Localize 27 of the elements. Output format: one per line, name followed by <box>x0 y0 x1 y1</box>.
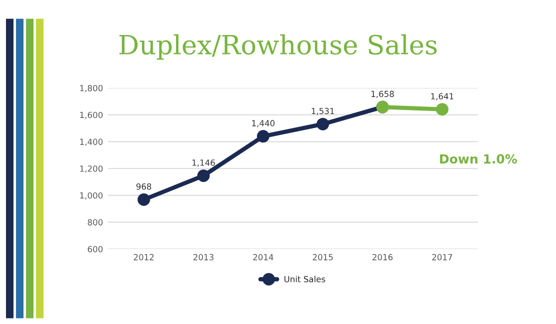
y-tick-label: 1,400 <box>80 138 103 146</box>
y-tick-label: 1,200 <box>80 165 103 173</box>
data-label: 1,146 <box>192 159 215 167</box>
data-label: 1,658 <box>372 90 394 98</box>
data-label: 1,531 <box>312 108 334 115</box>
point <box>197 169 210 182</box>
data-label: 1,440 <box>252 120 275 128</box>
x-tick-label: 2015 <box>312 254 333 260</box>
x-tick-label: 2014 <box>253 254 274 260</box>
y-tick-label: 1,600 <box>80 112 103 119</box>
data-label: 968 <box>136 183 152 190</box>
y-tick-label: 600 <box>88 246 103 252</box>
y-tick-label: 800 <box>88 219 103 226</box>
annotation: Down 1.0% <box>440 154 517 164</box>
point <box>138 193 150 206</box>
x-tick-label: 2016 <box>372 254 393 260</box>
data-label: 1,641 <box>431 93 454 100</box>
point <box>256 130 270 143</box>
chart-title: Duplex/Rowhouse Sales <box>119 34 437 60</box>
point <box>316 118 330 130</box>
y-tick-label: 1,000 <box>80 192 103 200</box>
x-tick-label: 2013 <box>193 254 214 260</box>
x-tick-label: 2012 <box>134 254 154 260</box>
point <box>436 103 448 116</box>
y-tick-label: 1,800 <box>80 84 103 92</box>
legend-label: Unit Sales <box>284 276 326 282</box>
x-tick-label: 2017 <box>432 254 452 260</box>
